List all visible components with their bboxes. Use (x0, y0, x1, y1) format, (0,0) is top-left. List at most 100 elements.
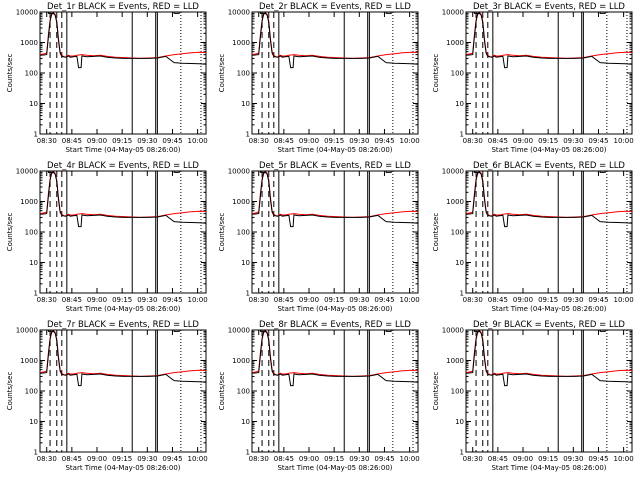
x-tick-label: 09:30 (349, 455, 369, 463)
x-tick-label: 08:45 (488, 137, 508, 145)
x-tick-label: 10:00 (614, 137, 634, 145)
chart-panel-3: Det_3r BLACK = Events, RED = LLD 1 10 100 10… (432, 2, 634, 154)
x-tick-label: 09:45 (162, 455, 182, 463)
x-tick-label: 10:00 (188, 455, 208, 463)
y-tick-label: 1000 (446, 198, 464, 206)
x-tick-label: 09:45 (374, 455, 394, 463)
y-tick-label: 10000 (442, 9, 464, 17)
y-tick-label: 100 (237, 229, 250, 237)
y-tick-label: 1 (246, 131, 250, 139)
x-tick-label: 09:30 (563, 296, 583, 304)
x-tick-label: 09:45 (374, 296, 394, 304)
y-tick-label: 10 (29, 100, 38, 108)
x-tick-label: 09:15 (112, 137, 132, 145)
y-tick-label: 1 (246, 290, 250, 298)
x-tick-label: 10:00 (188, 296, 208, 304)
x-tick-label: 09:00 (87, 455, 107, 463)
y-tick-label: 1 (34, 131, 38, 139)
x-tick-label: 10:00 (614, 455, 634, 463)
chart-title: Det_2r BLACK = Events, RED = LLD (259, 2, 411, 12)
y-axis-label: Counts/sec (432, 213, 440, 252)
x-tick-label: 09:00 (513, 137, 533, 145)
saturation-marker (599, 12, 606, 14)
x-tick-label: 08:45 (488, 296, 508, 304)
x-tick-label: 08:45 (274, 137, 294, 145)
saturation-marker (473, 171, 480, 173)
x-tick-label: 09:45 (588, 455, 608, 463)
x-axis-label: Start Time (04-May-05 08:26:00) (491, 464, 606, 472)
x-axis-label: Start Time (04-May-05 08:26:00) (491, 305, 606, 313)
chart-panel-7: Det_7r BLACK = Events, RED = LLD 1 10 100 10… (6, 320, 208, 472)
chart-panel-8: Det_8r BLACK = Events, RED = LLD 1 10 100 10… (218, 320, 420, 472)
x-axis-label: Start Time (04-May-05 08:26:00) (65, 305, 180, 313)
chart-title: Det_4r BLACK = Events, RED = LLD (47, 161, 199, 171)
x-tick-label: 08:30 (37, 455, 57, 463)
saturation-marker (259, 330, 266, 332)
saturation-marker (599, 171, 606, 173)
chart-title: Det_9r BLACK = Events, RED = LLD (473, 320, 625, 330)
y-tick-label: 10000 (16, 327, 38, 335)
y-tick-label: 1000 (446, 357, 464, 365)
chart-title: Det_8r BLACK = Events, RED = LLD (259, 320, 411, 330)
x-tick-label: 09:00 (513, 455, 533, 463)
x-tick-label: 09:00 (513, 296, 533, 304)
saturation-marker (473, 330, 480, 332)
y-tick-label: 100 (237, 388, 250, 396)
x-tick-label: 09:45 (374, 137, 394, 145)
y-axis-label: Counts/sec (218, 372, 226, 411)
y-tick-label: 1 (460, 290, 464, 298)
x-tick-label: 09:30 (563, 455, 583, 463)
x-axis-label: Start Time (04-May-05 08:26:00) (277, 146, 392, 154)
x-tick-label: 08:30 (37, 137, 57, 145)
y-tick-label: 1 (246, 449, 250, 457)
y-tick-label: 100 (237, 70, 250, 78)
y-axis-label: Counts/sec (6, 213, 14, 252)
y-tick-label: 1000 (232, 39, 250, 47)
chart-title: Det_1r BLACK = Events, RED = LLD (47, 2, 199, 12)
y-tick-label: 1000 (20, 39, 38, 47)
y-tick-label: 10 (29, 259, 38, 267)
x-tick-label: 08:30 (463, 296, 483, 304)
chart-title: Det_5r BLACK = Events, RED = LLD (259, 161, 411, 171)
chart-panel-1: Det_1r BLACK = Events, RED = LLD 1 10 100 10… (6, 2, 208, 154)
x-axis-label: Start Time (04-May-05 08:26:00) (65, 464, 180, 472)
x-tick-label: 09:15 (112, 455, 132, 463)
y-tick-label: 10000 (228, 168, 250, 176)
saturation-marker (47, 171, 54, 173)
x-tick-label: 09:00 (87, 296, 107, 304)
x-tick-label: 09:45 (588, 296, 608, 304)
saturation-marker (173, 12, 180, 14)
x-tick-label: 09:15 (538, 296, 558, 304)
x-tick-label: 08:45 (62, 137, 82, 145)
x-tick-label: 09:30 (137, 137, 157, 145)
x-tick-label: 10:00 (400, 137, 420, 145)
y-axis-label: Counts/sec (6, 54, 14, 93)
x-tick-label: 08:30 (249, 455, 269, 463)
y-tick-label: 1000 (20, 198, 38, 206)
y-axis-label: Counts/sec (6, 372, 14, 411)
saturation-marker (173, 330, 180, 332)
y-tick-label: 1 (460, 449, 464, 457)
y-tick-label: 10 (241, 100, 250, 108)
x-tick-label: 09:15 (112, 296, 132, 304)
x-tick-label: 09:30 (349, 137, 369, 145)
y-tick-label: 10000 (442, 168, 464, 176)
y-tick-label: 100 (451, 229, 464, 237)
chart-title: Det_6r BLACK = Events, RED = LLD (473, 161, 625, 171)
chart-title: Det_7r BLACK = Events, RED = LLD (47, 320, 199, 330)
chart-panel-4: Det_4r BLACK = Events, RED = LLD 1 10 100 10… (6, 161, 208, 313)
x-tick-label: 09:15 (538, 137, 558, 145)
x-tick-label: 08:30 (37, 296, 57, 304)
x-tick-label: 09:15 (324, 137, 344, 145)
x-tick-label: 08:45 (488, 455, 508, 463)
y-axis-label: Counts/sec (432, 54, 440, 93)
y-tick-label: 10 (455, 259, 464, 267)
chart-panel-2: Det_2r BLACK = Events, RED = LLD 1 10 100 10… (218, 2, 420, 154)
chart-title: Det_3r BLACK = Events, RED = LLD (473, 2, 625, 12)
x-tick-label: 09:00 (299, 296, 319, 304)
y-tick-label: 1 (460, 131, 464, 139)
y-tick-label: 10 (241, 418, 250, 426)
x-tick-label: 09:30 (137, 455, 157, 463)
x-axis-label: Start Time (04-May-05 08:26:00) (491, 146, 606, 154)
x-tick-label: 08:30 (463, 455, 483, 463)
